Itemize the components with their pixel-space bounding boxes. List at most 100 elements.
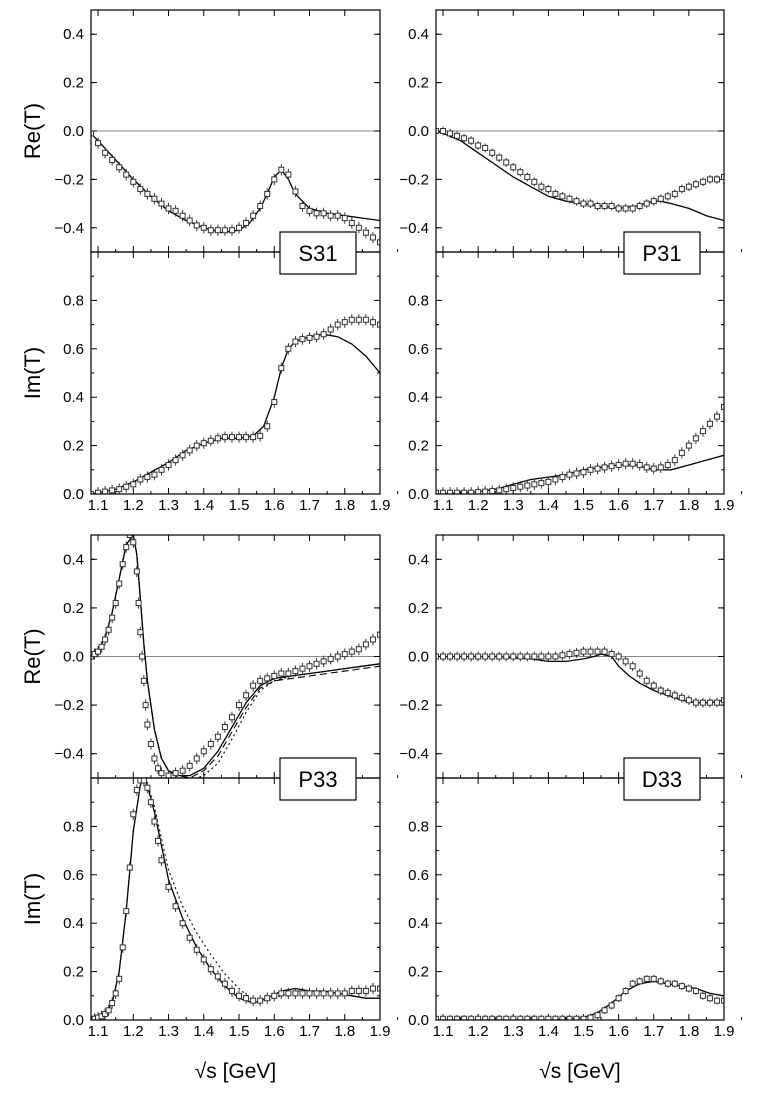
data-point — [369, 234, 376, 241]
data-point — [566, 471, 573, 478]
data-point — [172, 207, 179, 214]
data-point — [580, 648, 587, 655]
data-point — [228, 434, 235, 441]
data-point — [657, 687, 664, 694]
data-point — [271, 992, 278, 999]
data-point — [285, 990, 292, 997]
data-point — [489, 653, 496, 660]
data-point — [123, 171, 130, 178]
data-point — [517, 169, 524, 176]
data-point — [341, 215, 348, 222]
x-tick-label: 1.1 — [433, 1023, 454, 1040]
y-tick-label: 0.0 — [63, 1012, 84, 1029]
data-point — [573, 198, 580, 205]
data-point — [362, 987, 369, 994]
data-point — [475, 142, 482, 149]
data-point — [243, 219, 250, 226]
data-point — [671, 980, 678, 987]
data-point — [664, 461, 671, 468]
plot-area — [91, 535, 380, 778]
data-point — [503, 1015, 510, 1020]
data-point — [587, 200, 594, 207]
data-point — [102, 1010, 109, 1017]
data-point — [313, 333, 320, 340]
data-point — [510, 164, 517, 171]
data-point — [299, 665, 306, 672]
data-point — [503, 653, 510, 660]
data-point — [221, 434, 228, 441]
data-point — [650, 975, 657, 982]
data-point — [313, 990, 320, 997]
data-point — [243, 434, 250, 441]
y-tick-label: 0.2 — [63, 964, 84, 981]
panel-s31: −0.4 −0.2 0.0 0.2 0.4 Re(T) 0.0 0.2 0.4 0.6 0.8 Im(… — [20, 9, 399, 514]
x-tick-label: 1.1 — [433, 497, 454, 514]
data-point — [566, 195, 573, 202]
data-point — [447, 1015, 454, 1020]
data-point — [566, 1015, 573, 1020]
data-point — [496, 487, 503, 494]
data-point — [671, 457, 678, 464]
data-point — [200, 224, 207, 231]
data-point — [622, 205, 629, 212]
data-point — [207, 966, 214, 973]
series-line-solid — [436, 454, 724, 494]
data-point — [158, 200, 165, 207]
data-point — [699, 178, 706, 185]
data-point — [650, 465, 657, 472]
panel-p31: −0.4 −0.2 0.0 0.2 0.4 0.0 0.2 0.4 0.6 0.8 1.1 1.2 1.… — [399, 9, 743, 514]
subplot-re-d33: −0.4 −0.2 0.0 0.2 0.4 — [399, 534, 743, 779]
data-point — [334, 212, 341, 219]
data-point — [594, 1012, 601, 1019]
y-tick-label: 0.4 — [408, 551, 429, 568]
data-point — [278, 365, 285, 372]
data-point — [334, 990, 341, 997]
x-tick-label: 1.8 — [334, 1023, 355, 1040]
data-point — [112, 990, 119, 997]
data-point — [489, 149, 496, 156]
data-point — [250, 997, 257, 1004]
plot-area — [91, 127, 380, 248]
data-point — [257, 203, 264, 210]
data-point — [377, 321, 380, 328]
data-point — [144, 190, 151, 197]
data-point — [636, 670, 643, 677]
y-tick-label: −0.2 — [54, 171, 84, 188]
data-point — [503, 486, 510, 493]
plot-area — [436, 401, 724, 494]
data-point — [341, 990, 348, 997]
data-point — [559, 1015, 566, 1020]
data-point — [130, 811, 137, 818]
data-point — [165, 772, 172, 778]
data-point — [447, 130, 454, 137]
y-tick-label: 0.8 — [408, 818, 429, 835]
panel-tag: S31 — [298, 241, 337, 266]
plot-area — [91, 778, 380, 1020]
data-point — [517, 653, 524, 660]
data-point — [200, 956, 207, 963]
data-point — [510, 1015, 517, 1020]
data-point — [685, 985, 692, 992]
data-point — [587, 466, 594, 473]
data-point — [692, 987, 699, 994]
data-point — [713, 997, 720, 1004]
data-point — [158, 770, 165, 777]
panel-d33: −0.4 −0.2 0.0 0.2 0.4 0.0 0.2 0.4 0.6 0.8 1.1 1.2 1.… — [399, 534, 743, 1083]
data-point — [580, 1015, 587, 1020]
data-point — [130, 539, 137, 546]
data-point — [482, 488, 489, 494]
y-tick-label: 0.0 — [408, 486, 429, 503]
data-point — [186, 762, 193, 769]
x-tick-label: 1.5 — [229, 1023, 250, 1040]
data-point — [207, 740, 214, 747]
data-point — [713, 176, 720, 183]
data-point — [369, 319, 376, 326]
data-point — [489, 488, 496, 494]
data-point — [362, 316, 369, 323]
x-tick-label: 1.6 — [608, 1023, 629, 1040]
data-point — [327, 212, 334, 219]
data-point — [172, 770, 179, 777]
data-point — [685, 442, 692, 449]
y-tick-label: 0.6 — [408, 341, 429, 358]
x-tick-label: 1.7 — [643, 1023, 664, 1040]
